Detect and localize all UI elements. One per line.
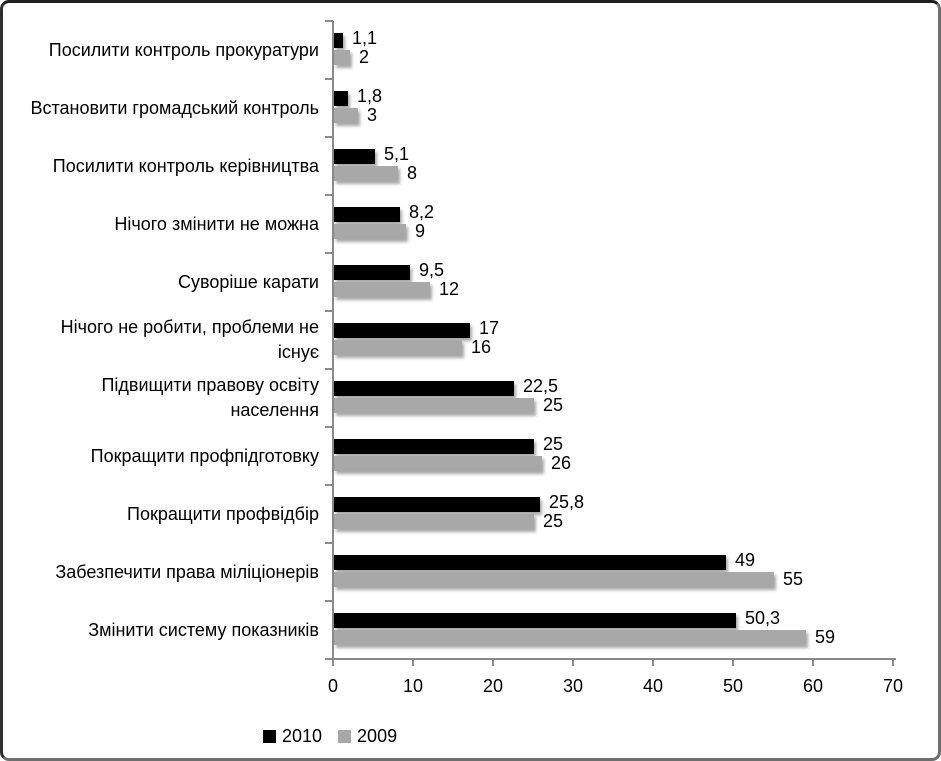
x-tick-label: 40: [642, 676, 664, 696]
value-label-2010: 5,1: [384, 144, 410, 164]
y-axis-tick: [325, 658, 333, 660]
x-tick-label: 0: [327, 676, 339, 696]
value-label-2009: 59: [815, 627, 836, 647]
legend: 2010 2009: [263, 727, 397, 745]
bar-2010: [334, 497, 540, 512]
value-label-2010: 49: [735, 550, 756, 570]
x-tick-label: 10: [402, 676, 424, 696]
bar-2010: [334, 613, 736, 628]
category-label: Забезпечити права міліціонерів: [55, 561, 319, 582]
bar-2009: [334, 282, 430, 297]
bar-2010: [334, 207, 400, 222]
category-label: Посилити контроль керівництва: [52, 155, 319, 176]
bar-2009: [334, 630, 806, 645]
category-label: Змінити систему показників: [88, 619, 319, 640]
category-label: Нічого не робити, проблеми не існує: [60, 317, 319, 362]
legend-label-2009: 2009: [357, 726, 398, 746]
value-label-2010: 22,5: [523, 376, 559, 396]
value-label-2010: 1,1: [352, 28, 378, 48]
y-axis-tick: [325, 136, 333, 138]
value-label-2010: 50,3: [745, 608, 781, 628]
x-axis-tick: [732, 659, 734, 666]
value-label-2009: 25: [543, 395, 564, 415]
y-axis-tick: [325, 20, 333, 22]
category-label: Покращити профвідбір: [127, 503, 319, 524]
y-axis-tick: [325, 426, 333, 428]
x-axis-tick: [332, 659, 334, 666]
category-label: Встановити громадський контроль: [30, 97, 319, 118]
bar-2009: [334, 572, 774, 587]
x-tick-label: 70: [882, 676, 904, 696]
x-tick-label: 20: [482, 676, 504, 696]
x-axis-tick: [652, 659, 654, 666]
bar-2010: [334, 265, 410, 280]
bar-2009: [334, 224, 406, 239]
x-axis-tick: [492, 659, 494, 666]
value-label-2009: 26: [551, 453, 572, 473]
value-label-2010: 8,2: [409, 202, 435, 222]
bar-2010: [334, 33, 343, 48]
y-axis-tick: [325, 252, 333, 254]
category-label: Суворіше карати: [177, 271, 319, 292]
y-axis-tick: [325, 368, 333, 370]
plot-area: 0 10 20 30 40 50 60 70 Посилити контроль прокура…: [3, 3, 938, 758]
category-label: Посилити контроль прокуратури: [48, 39, 319, 60]
bar-2009: [334, 50, 350, 65]
y-axis-tick: [325, 542, 333, 544]
x-axis-tick: [812, 659, 814, 666]
value-label-2010: 17: [479, 318, 500, 338]
bar-2010: [334, 91, 348, 106]
value-label-2009: 8: [407, 163, 418, 183]
value-label-2009: 12: [439, 279, 460, 299]
x-axis-tick: [412, 659, 414, 666]
value-label-2010: 9,5: [419, 260, 445, 280]
category-label: Нічого змінити не можна: [114, 213, 319, 234]
bar-2009: [334, 514, 534, 529]
value-label-2009: 9: [415, 221, 426, 241]
value-label-2009: 2: [359, 47, 370, 67]
y-axis-tick: [325, 310, 333, 312]
x-tick-label: 50: [722, 676, 744, 696]
bar-2010: [334, 149, 375, 164]
category-label: Покращити профпідготовку: [90, 445, 319, 466]
value-label-2010: 25: [543, 434, 564, 454]
bar-2009: [334, 340, 462, 355]
bar-2010: [334, 439, 534, 454]
value-label-2009: 55: [783, 569, 804, 589]
x-axis-line: [332, 658, 896, 660]
category-label: Підвищити правову освіту населення: [101, 375, 319, 420]
legend-label-2010: 2010: [282, 726, 323, 746]
x-axis-tick: [572, 659, 574, 666]
legend-item-2010: 2010: [263, 727, 322, 745]
legend-item-2009: 2009: [338, 727, 397, 745]
y-axis-line: [332, 21, 334, 659]
x-axis-tick: [892, 659, 894, 666]
y-axis-tick: [325, 600, 333, 602]
value-label-2009: 3: [367, 105, 378, 125]
bar-2009: [334, 456, 542, 471]
bar-2009: [334, 398, 534, 413]
value-label-2010: 25,8: [549, 492, 585, 512]
x-tick-label: 30: [562, 676, 584, 696]
legend-swatch-2009: [338, 729, 352, 743]
y-axis-tick: [325, 194, 333, 196]
bar-2009: [334, 166, 398, 181]
x-tick-label: 60: [802, 676, 824, 696]
y-axis-tick: [325, 484, 333, 486]
legend-swatch-2010: [263, 729, 276, 743]
value-label-2009: 25: [543, 511, 564, 531]
bar-2010: [334, 323, 470, 338]
bar-2010: [334, 381, 514, 396]
value-label-2009: 16: [471, 337, 492, 357]
value-label-2010: 1,8: [357, 86, 383, 106]
bar-2010: [334, 555, 726, 570]
bar-2009: [334, 108, 358, 123]
y-axis-tick: [325, 78, 333, 80]
